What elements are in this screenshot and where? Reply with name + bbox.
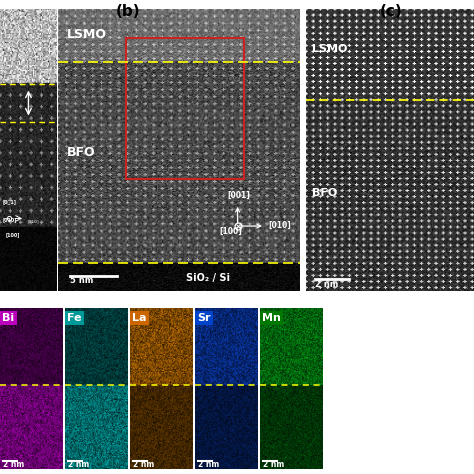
Text: (b): (b) bbox=[116, 4, 140, 19]
Text: 2 nm: 2 nm bbox=[198, 460, 219, 469]
Text: 2 nm: 2 nm bbox=[3, 460, 24, 469]
Text: [010]: [010] bbox=[27, 219, 39, 223]
Text: [001]: [001] bbox=[228, 191, 250, 200]
Text: Sr: Sr bbox=[197, 313, 210, 323]
Text: 2 nm: 2 nm bbox=[68, 460, 89, 469]
Text: 2 nm: 2 nm bbox=[133, 460, 154, 469]
Text: LSMO: LSMO bbox=[66, 27, 107, 41]
Text: (c): (c) bbox=[380, 4, 402, 19]
Text: BFO: BFO bbox=[66, 146, 95, 158]
Text: [010]: [010] bbox=[2, 217, 17, 222]
Bar bbox=[126, 38, 244, 179]
Text: Bi: Bi bbox=[2, 313, 14, 323]
Text: Mn: Mn bbox=[262, 313, 281, 323]
Text: SiO₂ / Si: SiO₂ / Si bbox=[186, 273, 230, 283]
Text: [010]: [010] bbox=[269, 221, 292, 230]
Text: La: La bbox=[132, 313, 146, 323]
Text: LSMO: LSMO bbox=[312, 44, 347, 54]
Text: [100]: [100] bbox=[6, 232, 20, 237]
Text: BFO: BFO bbox=[312, 188, 337, 198]
Text: [100]: [100] bbox=[219, 227, 242, 236]
Text: 5 nm: 5 nm bbox=[70, 276, 93, 285]
Text: 2 nm: 2 nm bbox=[315, 281, 339, 290]
Text: Fe: Fe bbox=[67, 313, 82, 323]
Text: 2 nm: 2 nm bbox=[263, 460, 284, 469]
Text: [01]: [01] bbox=[2, 201, 16, 205]
